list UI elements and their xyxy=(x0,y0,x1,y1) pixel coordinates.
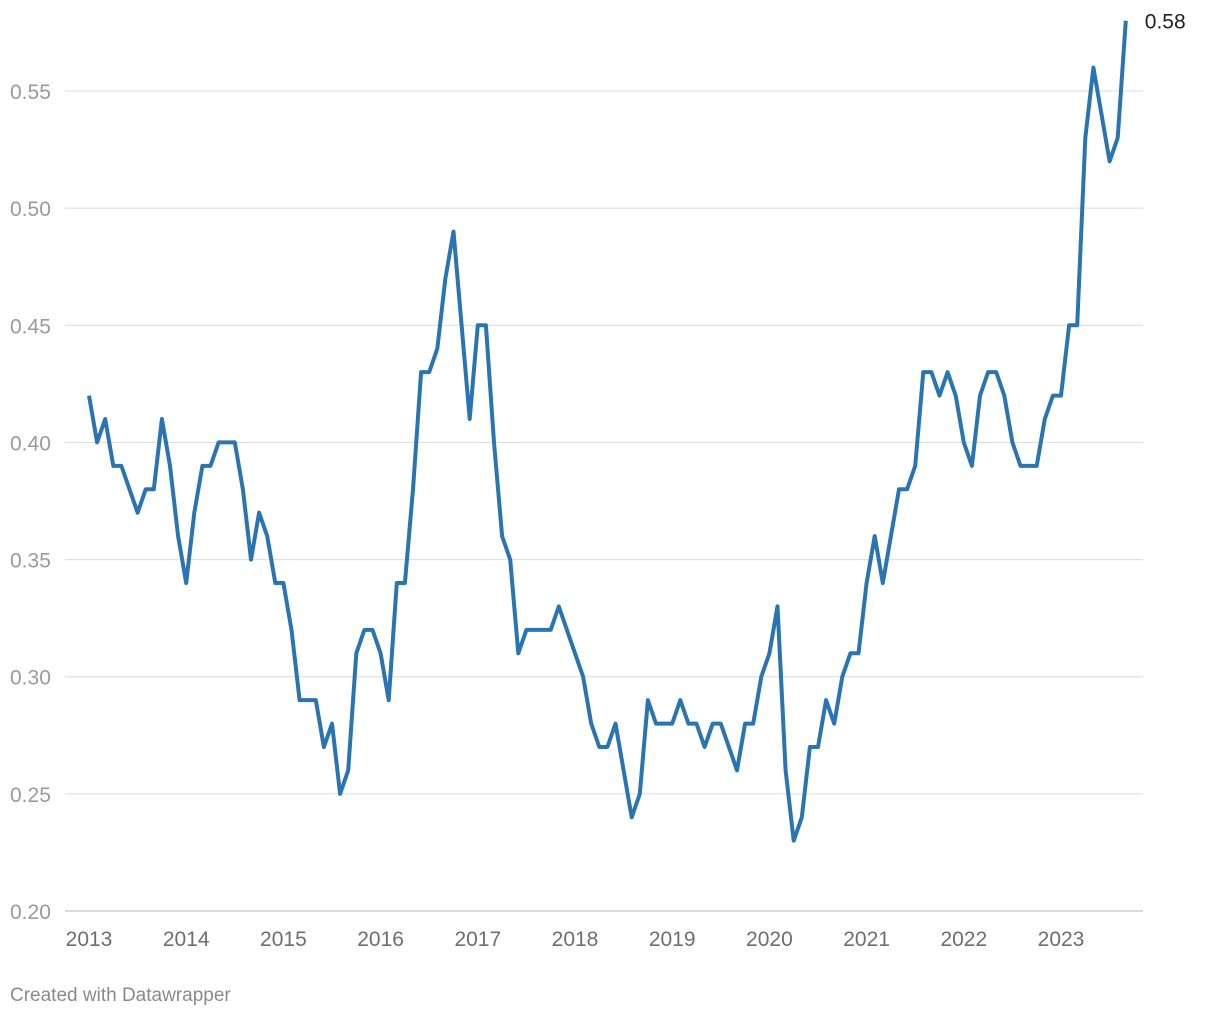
series-line xyxy=(87,20,1128,843)
footer-credit: Created with Datawrapper xyxy=(10,985,231,1006)
line-chart: 0.200.250.300.350.400.450.500.55 2013 201… xyxy=(10,11,1186,951)
data-label-layer: 0.58 xyxy=(1145,11,1186,34)
x-tick-label: 2018 xyxy=(552,928,599,951)
series-layer xyxy=(87,20,1128,843)
x-tick-label: 2014 xyxy=(163,928,210,951)
y-tick-label: 0.25 xyxy=(10,784,51,807)
x-tick-label: 2016 xyxy=(357,928,404,951)
x-tick-label: 2022 xyxy=(940,928,987,951)
gridlines xyxy=(65,90,1143,912)
y-tick-label: 0.45 xyxy=(10,315,51,338)
y-tick-label: 0.40 xyxy=(10,432,51,455)
y-tick-label: 0.55 xyxy=(10,81,51,104)
x-tick-label: 2019 xyxy=(649,928,696,951)
x-tick-label: 2015 xyxy=(260,928,307,951)
y-tick-label: 0.35 xyxy=(10,550,51,573)
x-tick-label: 2013 xyxy=(66,928,113,951)
x-tick-label: 2021 xyxy=(843,928,890,951)
y-tick-label: 0.50 xyxy=(10,198,51,221)
y-tick-label: 0.30 xyxy=(10,667,51,690)
y-tick-label: 0.20 xyxy=(10,901,51,924)
end-value-label: 0.58 xyxy=(1145,11,1186,34)
x-tick-label: 2023 xyxy=(1038,928,1085,951)
x-tick-label: 2020 xyxy=(746,928,793,951)
y-axis-tick-labels: 0.20 0.25 0.30 0.35 0.40 0.45 0.50 0.55 xyxy=(10,81,51,924)
x-tick-label: 2017 xyxy=(454,928,501,951)
x-axis-tick-labels: 2013 2014 2015 2016 2017 2018 2019 2020 2021 2022… xyxy=(66,928,1085,951)
